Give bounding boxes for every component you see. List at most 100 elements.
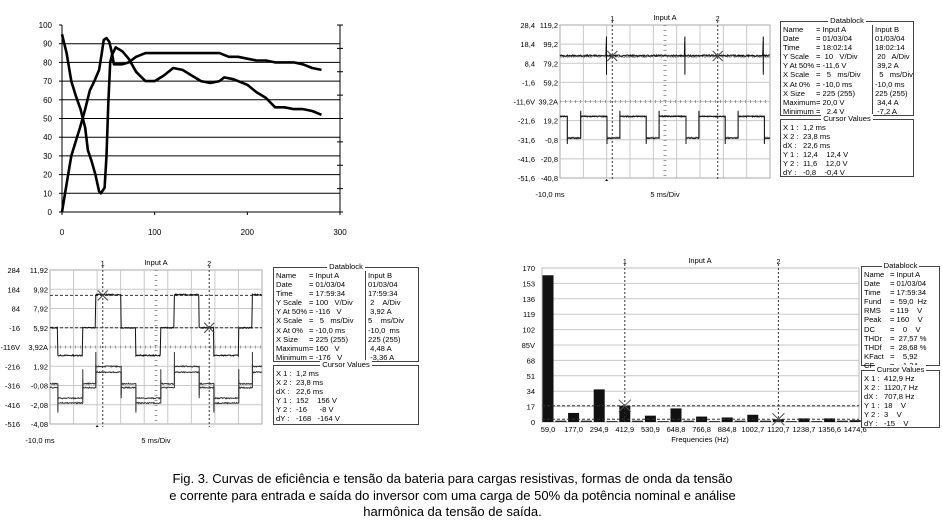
- field-value: 22,6 ms: [803, 141, 831, 151]
- datablock-legend: Cursor Values: [781, 114, 913, 123]
- field-value: = 59,0 Hz: [890, 297, 927, 307]
- field-value: 1120,7 Hz: [884, 383, 919, 393]
- field-label: Y 2 :: [276, 405, 292, 415]
- datablock-legend: Datablock: [781, 16, 913, 25]
- y-tick-label-current: -20,8: [541, 155, 558, 164]
- y-tick-label-voltage: -31,6: [518, 136, 535, 145]
- datablock-row: Y Scale = 10 V/Div 20 A/Div: [783, 52, 911, 62]
- chart-title: Input A: [144, 258, 167, 267]
- bar-1356,6: [824, 418, 836, 422]
- field-label: X 2 :: [783, 132, 799, 142]
- field-label: Y 1 :: [276, 396, 292, 406]
- field-label: dY :: [276, 414, 290, 424]
- bar-59,0: [542, 275, 554, 422]
- datablock-legend: Cursor Values: [274, 360, 418, 369]
- field-value: 3,92 A: [365, 307, 392, 317]
- y-tick-label: 20: [43, 171, 52, 180]
- field-value: 34,4 A: [872, 97, 899, 107]
- field-label: Y Scale: [276, 298, 303, 308]
- y-tick-label-current: -40,8: [541, 174, 558, 183]
- y-tick-label-current: 79,2: [543, 59, 558, 68]
- field-value: 18 V: [884, 401, 906, 411]
- bar-intermediate: [606, 421, 618, 422]
- field-value: 12,4 12,4 V: [803, 150, 849, 160]
- datablock-row: Date = 01/03/04 01/03/04: [276, 280, 416, 290]
- spectrum-chart: 0 17 34 51 68 85V 102 119 136 153 170 59,0 177,0 294,…: [522, 256, 867, 444]
- y-tick-label-voltage: 84: [12, 305, 20, 314]
- y-tick-label-current: -4,08: [31, 420, 48, 429]
- y-tick-label-current: 39,2A: [538, 98, 558, 107]
- y-tick-label: 40: [43, 133, 52, 142]
- x-tick-label: 412,9: [615, 425, 634, 434]
- y-tick-label: 85V: [522, 341, 535, 350]
- bar-intermediate: [734, 420, 746, 422]
- field-value: = 160 V: [309, 343, 340, 353]
- y-tick-label-voltage: -416: [5, 401, 20, 410]
- x-tick-label: 0: [60, 228, 65, 237]
- field-value: = 01/03/04: [890, 279, 927, 289]
- y-tick-label-voltage: -1,6: [522, 78, 535, 87]
- field-value: = -116 V: [309, 307, 342, 317]
- field-label: dX :: [864, 392, 878, 402]
- field-value: 1,2 ms: [803, 123, 826, 132]
- field-value: = -10,0 ms: [816, 79, 853, 89]
- bar-intermediate: [836, 420, 848, 422]
- cursor-label: 1: [610, 16, 614, 23]
- y-tick-label: 51: [527, 372, 535, 381]
- cursor-value-row: Y 1 : 152 156 V: [276, 396, 416, 405]
- field-value: = 5 ms/Div: [309, 316, 354, 326]
- trace-voltage-b: [559, 36, 770, 75]
- field-value: = 5,92: [890, 351, 918, 361]
- field-value: = 0 V: [890, 324, 921, 334]
- datablock-legend: Cursor Values: [862, 365, 939, 374]
- field-value: = 119 V: [890, 306, 923, 316]
- chart-title: Input A: [653, 13, 676, 22]
- y-tick-label-current: 9,92: [33, 285, 48, 294]
- y-tick-label-current: 5,92: [33, 324, 48, 333]
- datablock-row: Fund = 59,0 Hz: [864, 297, 937, 306]
- bar-intermediate: [657, 421, 669, 422]
- bar-1238,7: [798, 418, 810, 422]
- field-label: Time: [276, 289, 293, 299]
- cursor-label: 2: [207, 261, 211, 268]
- trigger-marker-icon: [95, 425, 99, 427]
- datablock-row: Name = Input A Input B: [783, 25, 911, 35]
- field-label: Time: [864, 288, 881, 298]
- y-tick-label: 34: [527, 387, 535, 396]
- datablock-row: X Size = 225 (255) 225 (255): [783, 88, 911, 98]
- datablock-row: Minimum = 2,4 V -7,2 A: [783, 106, 911, 116]
- field-value: 22,6 ms: [296, 387, 324, 397]
- trace-voltage: [49, 292, 263, 358]
- trace-current-b: [49, 364, 263, 411]
- field-value: = 01/03/04: [309, 280, 346, 290]
- y-tick-label-voltage: 8,4: [525, 59, 535, 68]
- figure-caption: Fig. 3. Curvas de eficiência e tensão da…: [0, 471, 905, 521]
- y-tick-label-voltage: -516: [5, 420, 20, 429]
- x-tick-label: 648,8: [667, 425, 686, 434]
- cursor-value-row: Y 1 : 12,4 12,4 V: [783, 150, 911, 159]
- y-tick-label: 70: [43, 77, 52, 86]
- y-tick-label-voltage: -316: [5, 382, 20, 391]
- datablock-row: Date = 01/03/04: [864, 279, 937, 288]
- y-tick-label: 10: [43, 189, 52, 198]
- bar-530,9: [644, 415, 656, 422]
- y-tick-label: 30: [43, 152, 52, 161]
- field-value: 225 (255): [365, 334, 401, 344]
- field-label: Name: [276, 271, 297, 280]
- y-tick-label-voltage: -116V: [1, 343, 20, 352]
- bar-intermediate: [811, 421, 823, 422]
- cursor-value-row: dY : -168 -164 V: [276, 414, 416, 423]
- efficiency-chart: 0 10 20 30 40 50 60 70 80 90 100 0 100 200 300: [39, 21, 348, 237]
- bar-648,8: [670, 408, 682, 422]
- datablock-row: DC = 0 V: [864, 325, 937, 334]
- cursor-value-row: Y 1 : 18 V: [864, 401, 937, 410]
- datablock-row: Y Scale = 100 V/Div 2 A/Div: [276, 298, 416, 308]
- field-value: -15 V: [884, 419, 909, 429]
- field-value: -3,36 A: [365, 352, 394, 362]
- datablock-row: X At 0% = -10,0 ms -10,0 ms: [783, 79, 911, 89]
- datablock-row: Maximum = 20,0 V 34,4 A: [783, 97, 911, 107]
- field-label: Y At 50%: [783, 61, 815, 71]
- field-value: 11,6 12,0 V: [803, 159, 848, 169]
- y-tick-label-voltage: -21,6: [518, 117, 535, 126]
